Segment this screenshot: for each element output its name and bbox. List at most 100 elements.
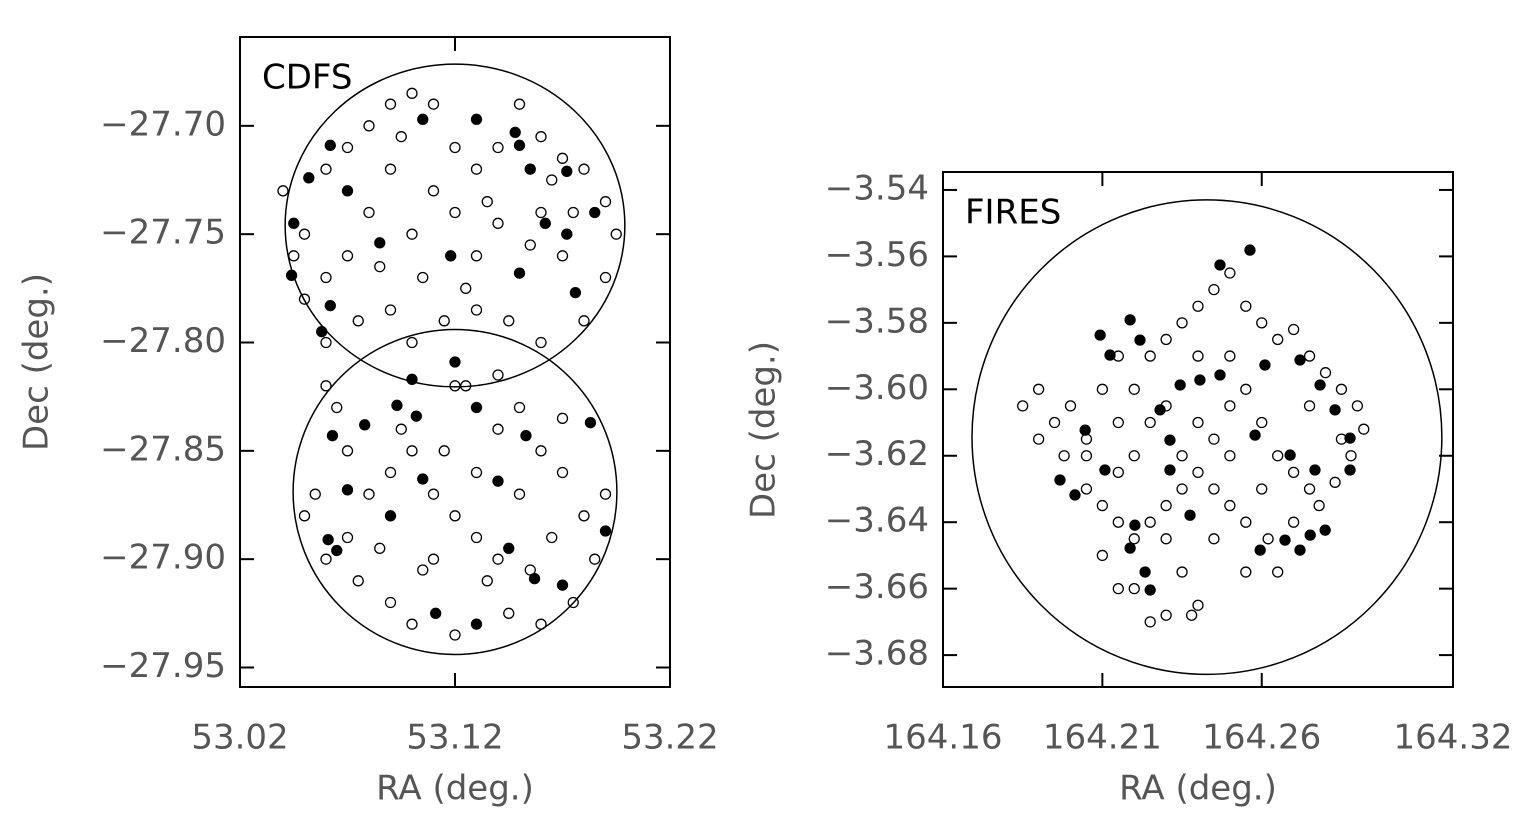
field-outline	[292, 328, 618, 656]
open-point	[1262, 533, 1274, 545]
open-point	[1319, 367, 1332, 379]
x-tick-label: 53.12	[406, 718, 503, 758]
open-point	[1287, 323, 1300, 336]
open-point	[406, 336, 418, 349]
open-point	[320, 271, 332, 284]
open-point	[1160, 533, 1172, 545]
filled-point	[322, 534, 334, 546]
filled-point	[470, 113, 483, 125]
y-tick-label: −3.56	[825, 235, 929, 275]
filled-point	[288, 217, 300, 229]
filled-point	[384, 510, 397, 522]
open-point	[1303, 350, 1316, 362]
open-point	[1240, 383, 1252, 395]
open-point	[610, 228, 622, 240]
open-point	[1080, 450, 1093, 462]
open-point	[492, 217, 504, 229]
open-point	[384, 98, 397, 110]
open-point	[513, 98, 526, 110]
y-tick-label: −3.62	[825, 434, 929, 474]
open-point	[535, 445, 547, 457]
open-point	[363, 488, 375, 500]
filled-point	[341, 484, 354, 496]
y-tick-label: −3.60	[825, 368, 929, 408]
x-tick-label: 53.02	[191, 718, 288, 758]
open-point	[1096, 549, 1109, 562]
open-point	[470, 304, 483, 316]
open-point	[1358, 423, 1370, 435]
filled-point	[470, 401, 483, 414]
open-point	[1272, 333, 1284, 346]
open-point	[1128, 383, 1140, 395]
filled-point	[285, 269, 298, 281]
open-point	[1192, 466, 1204, 479]
open-point	[599, 488, 612, 500]
open-point	[1112, 416, 1124, 429]
open-point	[535, 618, 547, 630]
open-point	[1287, 516, 1300, 528]
y-tick-label: −27.75	[100, 213, 226, 253]
y-tick-label: −3.58	[825, 301, 929, 341]
open-point	[449, 141, 461, 154]
filled-point	[1294, 544, 1306, 556]
filled-point	[429, 607, 442, 619]
open-point	[395, 131, 407, 143]
filled-point	[1304, 529, 1316, 541]
filled-point	[1279, 534, 1291, 546]
open-point	[449, 510, 461, 522]
filled-point	[492, 475, 504, 487]
open-point	[1240, 566, 1252, 578]
filled-point	[1134, 334, 1146, 346]
filled-point	[1314, 379, 1326, 391]
filled-point	[1054, 474, 1066, 486]
open-point	[406, 618, 418, 630]
open-point	[352, 575, 364, 587]
open-point	[589, 553, 601, 565]
filled-point	[445, 250, 457, 262]
open-point	[1287, 466, 1300, 479]
filled-point	[1174, 379, 1186, 391]
open-point	[481, 575, 493, 587]
open-point	[470, 531, 483, 544]
open-point	[1185, 609, 1198, 621]
open-point	[1144, 616, 1156, 628]
plot-frame	[942, 171, 1454, 688]
filled-point	[561, 228, 573, 240]
open-point	[1017, 400, 1029, 412]
y-axis-label: Dec (deg.)	[744, 341, 784, 519]
filled-point	[406, 373, 418, 385]
filled-point	[1214, 369, 1226, 381]
open-point	[395, 423, 407, 435]
open-point	[298, 228, 311, 240]
open-point	[535, 131, 547, 143]
open-point	[341, 250, 354, 262]
open-point	[320, 163, 332, 175]
open-point	[1112, 516, 1124, 528]
open-point	[417, 564, 429, 576]
y-tick-label: −27.80	[100, 321, 226, 361]
open-point	[1128, 533, 1140, 545]
open-point	[384, 596, 397, 609]
open-point	[578, 163, 590, 175]
open-point	[1256, 317, 1268, 329]
filled-point	[1319, 524, 1331, 536]
y-tick-label: −27.70	[100, 104, 226, 144]
open-point	[1351, 400, 1364, 412]
filled-point	[1079, 424, 1091, 436]
filled-point	[1194, 374, 1206, 386]
open-point	[1208, 283, 1220, 296]
filled-point	[1124, 542, 1136, 554]
filled-point	[1184, 509, 1196, 521]
filled-point	[584, 417, 597, 429]
filled-point	[1099, 464, 1111, 476]
y-axis-label: Dec (deg.)	[17, 273, 57, 451]
open-point	[384, 163, 397, 175]
open-point	[427, 98, 440, 110]
filled-point	[1344, 432, 1356, 444]
filled-point	[417, 473, 429, 485]
open-point	[277, 185, 289, 197]
open-point	[1256, 483, 1268, 495]
open-point	[438, 315, 450, 327]
panel-title: FIRES	[965, 193, 1061, 233]
